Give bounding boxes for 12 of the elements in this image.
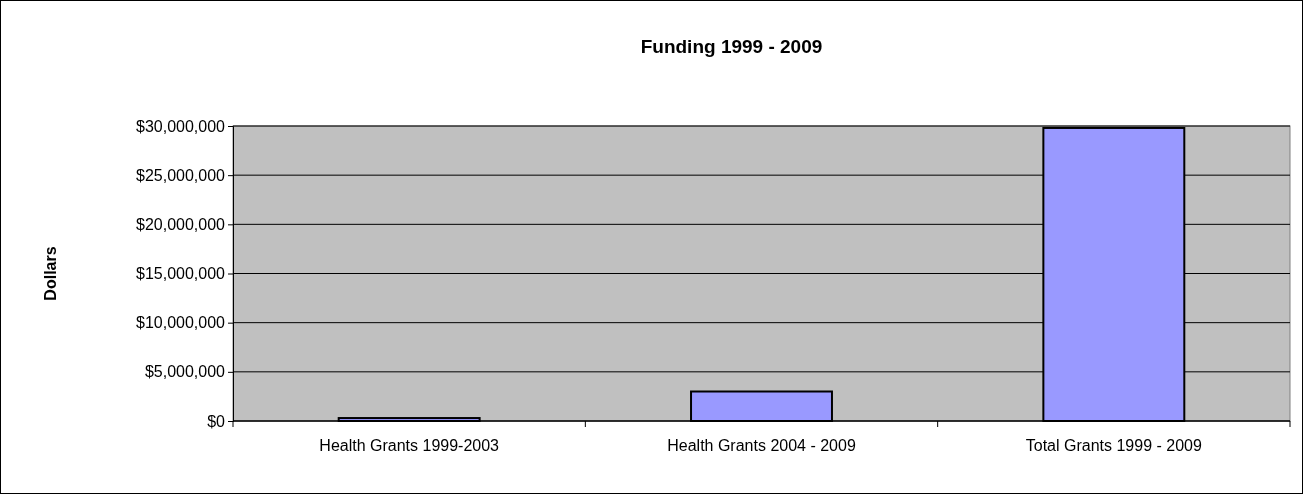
y-tick-label: $20,000,000 xyxy=(136,215,226,233)
x-tick-label: Total Grants 1999 - 2009 xyxy=(1025,437,1202,454)
y-tick-label: $5,000,000 xyxy=(144,363,226,381)
y-tick-label: $15,000,000 xyxy=(136,265,226,283)
x-tick-label: Health Grants 2004 - 2009 xyxy=(667,437,856,454)
y-axis-title: Dollars xyxy=(42,246,59,301)
y-tick-label: $25,000,000 xyxy=(136,166,226,184)
x-tick-label: Health Grants 1999-2003 xyxy=(319,437,500,454)
y-tick-label: $10,000,000 xyxy=(136,314,226,332)
y-tick-label: $30,000,000 xyxy=(136,117,226,135)
chart-title: Funding 1999 - 2009 xyxy=(640,36,823,57)
y-tick-label: $0 xyxy=(207,412,226,430)
